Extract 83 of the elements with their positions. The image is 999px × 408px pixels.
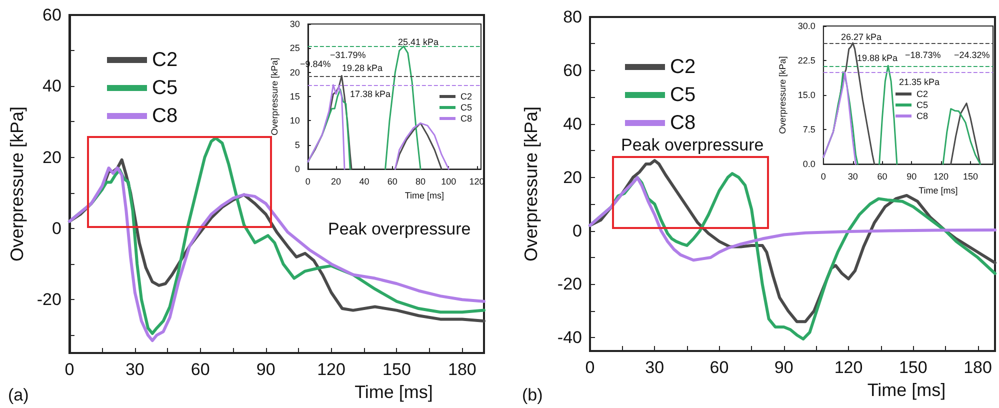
annotation: 19.28 kPa xyxy=(342,63,383,73)
y-tick-label: 0 xyxy=(294,164,300,174)
legend-label: C2 xyxy=(670,56,696,78)
legend-label: C8 xyxy=(152,105,178,127)
x-tick-label: 150 xyxy=(962,172,978,182)
y-axis-title: Overpressure [kPa] xyxy=(521,106,541,262)
legend-label: C5 xyxy=(460,102,472,112)
annotation: 17.38 kPa xyxy=(350,89,391,99)
annotation: 26.27 kPa xyxy=(841,32,882,42)
x-tick-label: 0 xyxy=(305,176,310,187)
annotation: −31.79% xyxy=(330,50,366,60)
y-tick-label: 5 xyxy=(294,140,300,150)
legend-label: C8 xyxy=(916,111,928,121)
y-axis-title: Overpressure [kPa] xyxy=(7,106,27,262)
x-tick-label: 100 xyxy=(441,176,456,187)
y-tick-label: 40 xyxy=(563,114,582,134)
y-tick-label: 22.5 xyxy=(798,56,816,66)
y-tick-label: 30 xyxy=(290,19,300,29)
y-tick-label: 0 xyxy=(52,218,62,238)
x-tick-label: 90 xyxy=(774,358,794,377)
x-tick-label: 120 xyxy=(834,358,863,377)
text: (b) xyxy=(522,386,543,404)
x-axis-title: Time [ms] xyxy=(354,382,433,402)
x-axis-title: Time [ms] xyxy=(867,380,946,400)
x-tick-label: 90 xyxy=(906,172,917,182)
x-tick-label: 90 xyxy=(256,360,276,379)
x-tick-label: 0 xyxy=(64,360,74,379)
x-tick-label: 150 xyxy=(898,358,928,377)
x-tick-label: 60 xyxy=(877,172,888,182)
x-tick-label: 150 xyxy=(382,360,411,379)
legend-label: C8 xyxy=(670,112,696,134)
x-tick-label: 30 xyxy=(645,358,664,377)
y-tick-label: 15 xyxy=(290,92,300,102)
x-tick-label: 30 xyxy=(848,172,858,182)
annotation: 19.88 kPa xyxy=(857,53,898,63)
text: (a) xyxy=(8,386,29,404)
x-tick-label: 120 xyxy=(934,172,949,182)
x-tick-label: 60 xyxy=(387,176,398,187)
x-tick-label: 60 xyxy=(710,358,729,377)
y-tick-label: 25 xyxy=(290,43,300,54)
y-tick-label: 60 xyxy=(42,6,62,24)
y-tick-label: 30.0 xyxy=(798,21,816,31)
y-axis-title: Overpressure [kPa] xyxy=(778,56,788,134)
y-tick-label: -20 xyxy=(557,274,582,294)
y-tick-label: 0 xyxy=(572,221,582,240)
y-tick-label: 20 xyxy=(42,148,62,167)
y-tick-label: 40 xyxy=(42,76,62,96)
line-series xyxy=(68,166,486,342)
legend-label: C5 xyxy=(152,77,178,99)
y-tick-label: 80 xyxy=(563,8,582,26)
annotation: −24.32% xyxy=(954,50,990,60)
annotation: Peak overpressure xyxy=(621,136,764,154)
legend-label: C5 xyxy=(916,100,928,110)
x-tick-label: 180 xyxy=(964,358,992,377)
y-tick-label: 15.0 xyxy=(798,90,816,100)
x-tick-label: 120 xyxy=(317,360,346,379)
y-tick-label: 7.5 xyxy=(802,124,816,135)
annotation: 25.41 kPa xyxy=(398,37,439,47)
y-axis-title: Overpressure [kPa] xyxy=(270,58,280,136)
y-tick-label: 20 xyxy=(290,67,300,78)
y-tick-label: 10 xyxy=(290,116,300,126)
y-tick-label: 60 xyxy=(563,60,582,80)
legend-label: C8 xyxy=(460,114,472,124)
x-axis-title: Time [ms] xyxy=(918,186,958,196)
annotation: 21.35 kPa xyxy=(899,77,940,87)
x-axis-title: Time [ms] xyxy=(404,190,444,200)
x-tick-label: 0 xyxy=(820,172,826,182)
x-tick-label: 0 xyxy=(585,358,595,377)
legend-label: C2 xyxy=(152,49,178,71)
annotation: −18.73% xyxy=(905,50,941,60)
x-tick-label: 60 xyxy=(190,360,210,379)
x-tick-label: 80 xyxy=(415,176,426,187)
legend-label: C2 xyxy=(460,92,472,102)
y-tick-label: 0.0 xyxy=(802,159,816,170)
legend-label: C2 xyxy=(916,89,928,99)
legend-label: C5 xyxy=(670,84,696,106)
y-tick-label: -40 xyxy=(557,328,582,348)
x-tick-label: 30 xyxy=(125,360,144,379)
y-tick-label: -20 xyxy=(36,290,62,310)
annotation: Peak overpressure xyxy=(328,220,471,238)
x-tick-label: 20 xyxy=(331,176,342,187)
x-tick-label: 180 xyxy=(448,360,476,379)
x-tick-label: 40 xyxy=(359,176,370,187)
